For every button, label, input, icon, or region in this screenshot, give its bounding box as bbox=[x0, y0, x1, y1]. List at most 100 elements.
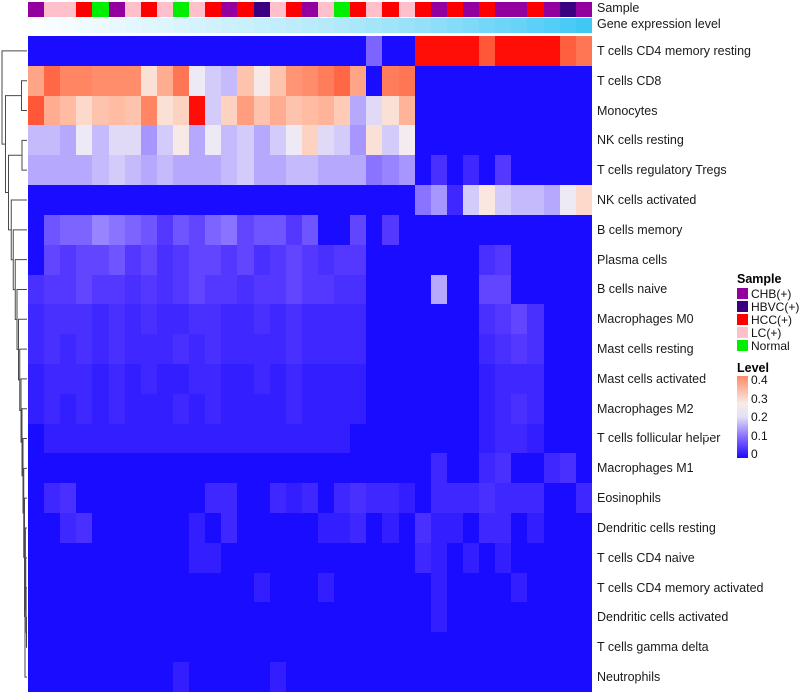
row-label: Macrophages M2 bbox=[597, 401, 694, 416]
heatmap-cell bbox=[446, 334, 463, 364]
heatmap-cell bbox=[205, 572, 222, 603]
heatmap-cell bbox=[398, 423, 415, 454]
heatmap-cell bbox=[430, 214, 447, 245]
heatmap-row bbox=[28, 423, 592, 454]
heatmap-cell bbox=[205, 363, 222, 394]
heatmap-cell bbox=[543, 363, 560, 394]
gene-expression-annotation-cell bbox=[140, 18, 157, 33]
heatmap-cell bbox=[285, 334, 302, 364]
heatmap-cell bbox=[205, 602, 222, 633]
heatmap-cell bbox=[559, 244, 576, 275]
heatmap-cell bbox=[414, 185, 431, 215]
heatmap-cell bbox=[221, 244, 238, 275]
heatmap-row bbox=[28, 632, 592, 663]
heatmap-cell bbox=[269, 542, 286, 573]
sample-annotation-cell bbox=[28, 2, 45, 17]
heatmap-cell bbox=[60, 632, 77, 663]
heatmap-cell bbox=[366, 125, 383, 156]
heatmap-cell bbox=[189, 274, 206, 305]
heatmap-cell bbox=[172, 155, 190, 186]
heatmap-cell bbox=[285, 632, 302, 663]
heatmap-cell bbox=[559, 36, 576, 66]
heatmap-cell bbox=[414, 602, 431, 633]
heatmap-cell bbox=[156, 334, 173, 364]
heatmap-cell bbox=[60, 36, 77, 66]
heatmap-cell bbox=[285, 662, 302, 692]
legend-label: CHB(+) bbox=[751, 286, 792, 301]
heatmap-cell bbox=[221, 36, 238, 66]
heatmap-cell bbox=[350, 214, 367, 245]
heatmap-cell bbox=[575, 602, 592, 633]
heatmap-cell bbox=[28, 155, 45, 186]
heatmap-cell bbox=[172, 662, 190, 692]
heatmap-cell bbox=[511, 125, 528, 156]
heatmap-cell bbox=[285, 393, 302, 424]
heatmap-row bbox=[28, 274, 592, 305]
level-tick-mark bbox=[702, 380, 713, 381]
heatmap-cell bbox=[301, 214, 318, 245]
heatmap-cell bbox=[511, 214, 528, 245]
heatmap-cell bbox=[108, 423, 125, 454]
heatmap-cell bbox=[253, 513, 270, 543]
heatmap-cell bbox=[350, 483, 367, 513]
heatmap-cell bbox=[317, 65, 335, 96]
heatmap-cell bbox=[495, 572, 512, 603]
heatmap-cell bbox=[205, 36, 222, 66]
gene-expression-annotation-cell bbox=[108, 18, 125, 33]
heatmap-cell bbox=[350, 423, 367, 454]
heatmap-cell bbox=[543, 572, 560, 603]
heatmap-cell bbox=[124, 125, 141, 156]
sample-annotation-cell bbox=[124, 2, 141, 17]
heatmap-cell bbox=[285, 453, 302, 484]
sample-annotation-cell bbox=[430, 2, 447, 17]
heatmap-cell bbox=[140, 513, 157, 543]
heatmap-cell bbox=[527, 274, 544, 305]
heatmap-cell bbox=[446, 363, 463, 394]
heatmap-cell bbox=[559, 274, 576, 305]
heatmap-cell bbox=[543, 244, 560, 275]
heatmap-cell bbox=[76, 125, 93, 156]
heatmap-cell bbox=[140, 36, 157, 66]
heatmap-cell bbox=[221, 542, 238, 573]
heatmap-cell bbox=[253, 244, 270, 275]
heatmap-cell bbox=[495, 513, 512, 543]
heatmap-cell bbox=[140, 125, 157, 156]
heatmap-cell bbox=[366, 542, 383, 573]
heatmap-cell bbox=[124, 632, 141, 663]
heatmap-cell bbox=[430, 662, 447, 692]
heatmap-cell bbox=[60, 542, 77, 573]
heatmap-cell bbox=[366, 453, 383, 484]
heatmap-cell bbox=[205, 662, 222, 692]
heatmap-cell bbox=[221, 453, 238, 484]
heatmap-cell bbox=[92, 662, 109, 692]
heatmap-cell bbox=[172, 602, 190, 633]
heatmap-cell bbox=[301, 185, 318, 215]
heatmap-cell bbox=[237, 483, 254, 513]
heatmap-cell bbox=[28, 453, 45, 484]
heatmap-cell bbox=[237, 542, 254, 573]
heatmap-cell bbox=[156, 513, 173, 543]
heatmap-cell bbox=[205, 125, 222, 156]
heatmap-cell bbox=[205, 95, 222, 126]
heatmap-cell bbox=[479, 513, 496, 543]
heatmap-cell bbox=[28, 632, 45, 663]
heatmap-cell bbox=[60, 483, 77, 513]
heatmap-cell bbox=[124, 274, 141, 305]
heatmap-cell bbox=[414, 125, 431, 156]
heatmap-cell bbox=[543, 125, 560, 156]
heatmap-cell bbox=[253, 95, 270, 126]
heatmap-cell bbox=[543, 632, 560, 663]
heatmap-cell bbox=[317, 483, 335, 513]
heatmap-row bbox=[28, 244, 592, 275]
heatmap-cell bbox=[301, 304, 318, 335]
heatmap-cell bbox=[334, 483, 351, 513]
heatmap-cell bbox=[317, 572, 335, 603]
gene-expression-annotation-cell bbox=[124, 18, 141, 33]
heatmap-cell bbox=[527, 632, 544, 663]
heatmap-cell bbox=[124, 602, 141, 633]
row-label-column: T cells CD4 memory resting T cells CD8 Mon… bbox=[597, 36, 797, 692]
heatmap-cell bbox=[301, 334, 318, 364]
heatmap-cell bbox=[350, 155, 367, 186]
heatmap-cell bbox=[172, 185, 190, 215]
gene-expression-annotation-cell bbox=[269, 18, 286, 33]
